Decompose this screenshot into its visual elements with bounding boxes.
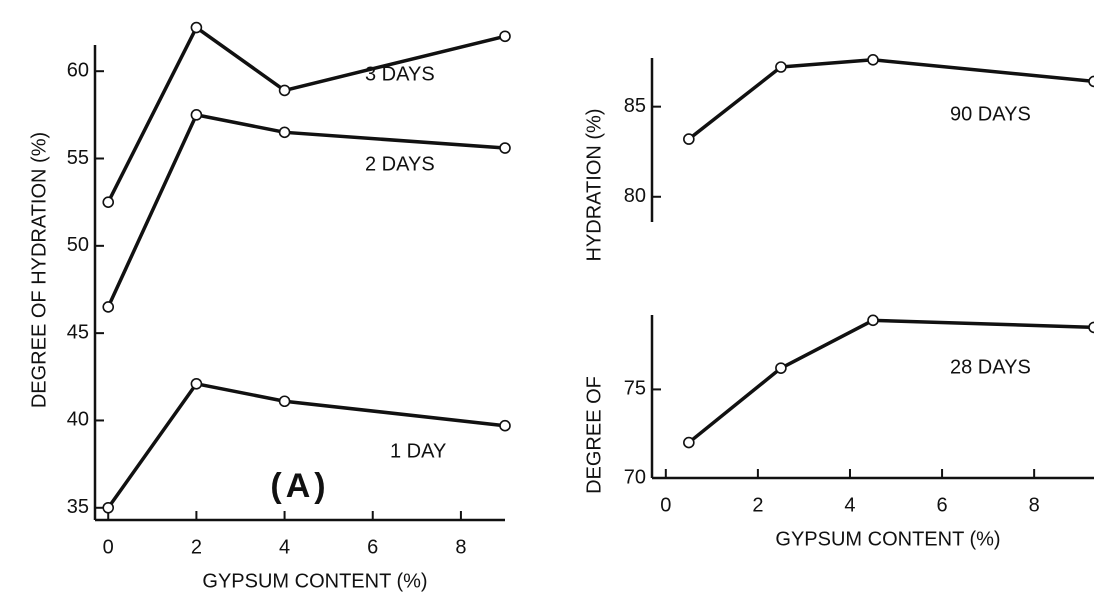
data-point [102, 196, 115, 208]
x-tick-label: 4 [844, 494, 855, 516]
x-tick-label: 0 [660, 494, 671, 516]
y-tick-label: 45 [67, 321, 89, 343]
data-point [190, 377, 203, 390]
x-tick-label: 8 [1029, 494, 1040, 516]
data-point [278, 126, 291, 139]
y-axis-label: DEGREE OF [583, 376, 605, 494]
x-tick-label: 6 [937, 494, 948, 516]
line [687, 58, 1094, 141]
data-point [867, 314, 879, 327]
x-tick-label: 6 [367, 536, 378, 558]
data-point [775, 61, 787, 73]
x-tick-label: 2 [191, 536, 202, 558]
data-point [683, 436, 695, 449]
y-tick-label: 80 [624, 185, 646, 207]
x-tick-label: 0 [103, 536, 114, 558]
y-tick-label: 70 [624, 466, 646, 488]
line [106, 113, 507, 309]
data-point [499, 419, 511, 432]
data-point [1088, 75, 1094, 88]
data-point [278, 395, 291, 408]
x-tick-label: 4 [279, 536, 290, 558]
data-point [102, 301, 115, 313]
y-tick-label: 85 [624, 95, 646, 117]
y-tick-label: 50 [67, 234, 89, 256]
y-tick-label: 35 [67, 496, 89, 518]
x-axis-label: GYPSUM CONTENT (%) [775, 528, 1000, 550]
data-point [683, 133, 695, 145]
data-point [1088, 321, 1094, 334]
series-label: 1 DAY [390, 440, 446, 462]
x-tick-label: 8 [455, 536, 466, 558]
series-label: 3 DAYS [365, 63, 435, 85]
y-tick-label: 75 [624, 378, 646, 400]
data-point [499, 30, 511, 43]
x-axis-label: GYPSUM CONTENT (%) [202, 570, 427, 592]
y-tick-label: 55 [67, 147, 89, 169]
line [687, 318, 1094, 445]
y-axis-label: HYDRATION (%) [583, 109, 605, 262]
line [106, 382, 507, 510]
x-tick-label: 2 [752, 494, 763, 516]
data-point [278, 84, 291, 97]
data-point [190, 109, 203, 121]
y-tick-label: 40 [67, 409, 89, 431]
data-point [499, 142, 511, 154]
series-label: 28 DAYS [950, 356, 1031, 378]
annotation: (A) [270, 467, 329, 505]
series-label: 2 DAYS [365, 153, 435, 175]
data-point [102, 501, 115, 514]
y-tick-label: 60 [67, 59, 89, 81]
y-axis-label: DEGREE OF HYDRATION (%) [28, 132, 50, 408]
data-point [775, 362, 787, 374]
data-point [190, 21, 203, 34]
data-point [867, 54, 879, 66]
line [106, 25, 507, 204]
series-label: 90 DAYS [950, 103, 1031, 125]
